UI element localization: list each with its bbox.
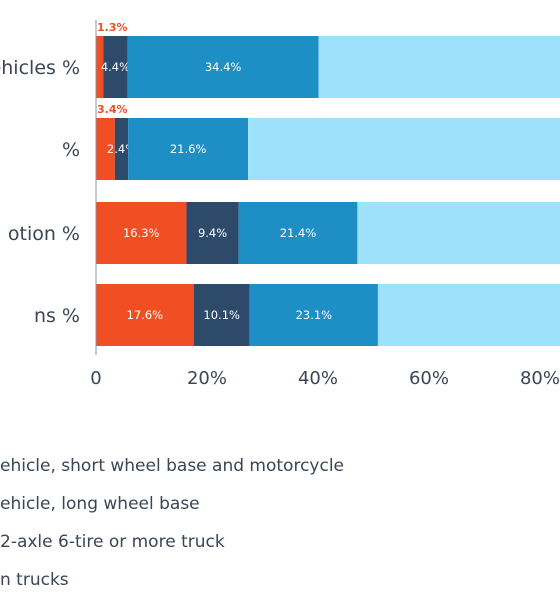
category-label: ns % [34,305,80,327]
bar-segment [193,284,250,346]
bar-segment [96,202,187,264]
x-tick-label: 80% [520,368,560,389]
bar-segment [103,36,128,98]
bar-segment [249,284,378,346]
bar-segment [128,118,249,180]
legend: ehicle, short wheel base and motorcycle e… [0,450,344,602]
legend-entry: ehicle, short wheel base and motorcycle [0,456,345,476]
bar-segment [96,36,104,98]
data-label: 21.4% [280,226,317,240]
category-labels: ehicles %% otion % ns % [0,57,80,327]
category-label: ehicles % [0,57,80,79]
data-label: 4.4% [101,60,130,74]
category-label: % [62,139,80,161]
legend-entry: ehicle, long wheel base [0,494,200,514]
x-tick-label: 60% [409,368,449,389]
x-tick-label: 40% [298,368,338,389]
data-label: 16.3% [123,226,160,240]
bar-segment [96,284,194,346]
data-label: 10.1% [203,308,240,322]
bar-segment [357,202,560,264]
data-label: 17.6% [127,308,164,322]
data-label: 21.6% [170,142,207,156]
legend-entry: 2-axle 6-tire or more truck [0,532,225,552]
stacked-bar-chart: 1.3%4.4% 34.4%3.4%2.4% 21.6%16.3% 9.4% 21.4%… [0,20,560,389]
bar-segment [318,36,560,98]
x-tick-label: 0 [90,368,101,389]
data-label: 9.4% [198,226,227,240]
x-axis-ticks: 0 20% 40% 60% 80% [90,368,560,389]
bar-segment [127,36,319,98]
data-label: 1.3% [97,21,128,34]
bar-segment [96,118,115,180]
data-label: 3.4% [97,103,128,116]
bar-segment [186,202,239,264]
category-label: otion % [8,223,80,245]
bar-segment [377,284,560,346]
x-tick-label: 20% [187,368,227,389]
data-label: 34.4% [205,60,242,74]
bar-segment [238,202,358,264]
data-label: 23.1% [296,308,333,322]
bar-segment [248,118,560,180]
bars-layer: 1.3%4.4% 34.4%3.4%2.4% 21.6%16.3% 9.4% 21.4%… [96,21,560,346]
legend-entry: n trucks [0,570,69,590]
bar-segment [114,118,129,180]
